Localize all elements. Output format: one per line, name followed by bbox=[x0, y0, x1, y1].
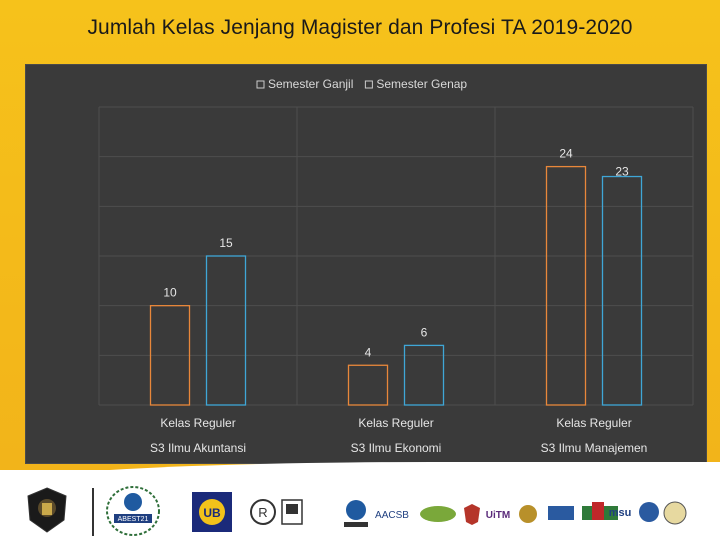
partner-round-icon bbox=[639, 502, 659, 522]
data-label-1-0: 4 bbox=[365, 345, 372, 359]
data-label-1-1: 6 bbox=[421, 325, 428, 339]
partner-globe-icon bbox=[663, 501, 687, 525]
bar-0-1 bbox=[205, 255, 247, 406]
chart-panel: Semester Ganjil Semester Genap 10 15 Kelas R… bbox=[25, 64, 707, 464]
university-seal-icon bbox=[27, 487, 67, 533]
slide-title: Jumlah Kelas Jenjang Magister dan Profes… bbox=[87, 16, 633, 39]
legend-label-0: Semester Ganjil bbox=[268, 77, 353, 91]
category-label-line2-1: S3 Ilmu Ekonomi bbox=[351, 441, 442, 455]
bar-2-0 bbox=[545, 165, 587, 406]
data-label-0-1: 15 bbox=[219, 236, 233, 250]
svg-text:R: R bbox=[258, 505, 267, 520]
category-label-line2-2: S3 Ilmu Manajemen bbox=[541, 441, 648, 455]
data-label-2-1: 23 bbox=[615, 165, 629, 179]
bar-1-0 bbox=[347, 364, 389, 406]
ub-logo: UB bbox=[192, 492, 232, 532]
svg-text:AACSB: AACSB bbox=[375, 510, 409, 521]
data-label-0-0: 10 bbox=[163, 286, 177, 300]
member-abest-logo bbox=[344, 500, 368, 527]
data-label-2-0: 24 bbox=[559, 147, 573, 161]
bar-0-0 bbox=[149, 305, 191, 406]
footer-logos: ABEST21 UB R AACSB UiTM msu bbox=[0, 470, 720, 540]
category-label-line1-1: Kelas Reguler bbox=[358, 416, 433, 430]
partner-seal-icon bbox=[519, 505, 537, 523]
category-label-line1-2: Kelas Reguler bbox=[556, 416, 631, 430]
category-label-line2-0: S3 Ilmu Akuntansi bbox=[150, 441, 246, 455]
legend-swatch-0 bbox=[256, 80, 265, 89]
aacsb-logo: AACSB bbox=[375, 510, 409, 521]
partner-logo bbox=[420, 506, 456, 522]
msu-logo: msu bbox=[592, 502, 632, 520]
bar-2-1 bbox=[601, 175, 643, 406]
registered-logo: R bbox=[250, 499, 303, 525]
uitm-logo: UiTM bbox=[486, 510, 510, 521]
svg-text:UB: UB bbox=[203, 506, 221, 520]
footer-divider bbox=[92, 488, 94, 536]
bar-1-1 bbox=[403, 344, 445, 406]
partner-badge-icon bbox=[548, 506, 574, 520]
bar-chart: Semester Ganjil Semester Genap 10 15 Kelas R… bbox=[98, 77, 694, 455]
abest21-logo: ABEST21 bbox=[106, 486, 160, 536]
category-label-line1-0: Kelas Reguler bbox=[160, 416, 235, 430]
svg-text:ABEST21: ABEST21 bbox=[118, 516, 149, 523]
legend-label-1: Semester Genap bbox=[376, 77, 467, 91]
legend-swatch-1 bbox=[364, 80, 373, 89]
svg-text:UiTM: UiTM bbox=[486, 510, 510, 521]
partner-crest-icon bbox=[464, 504, 480, 525]
svg-text:msu: msu bbox=[609, 507, 632, 519]
